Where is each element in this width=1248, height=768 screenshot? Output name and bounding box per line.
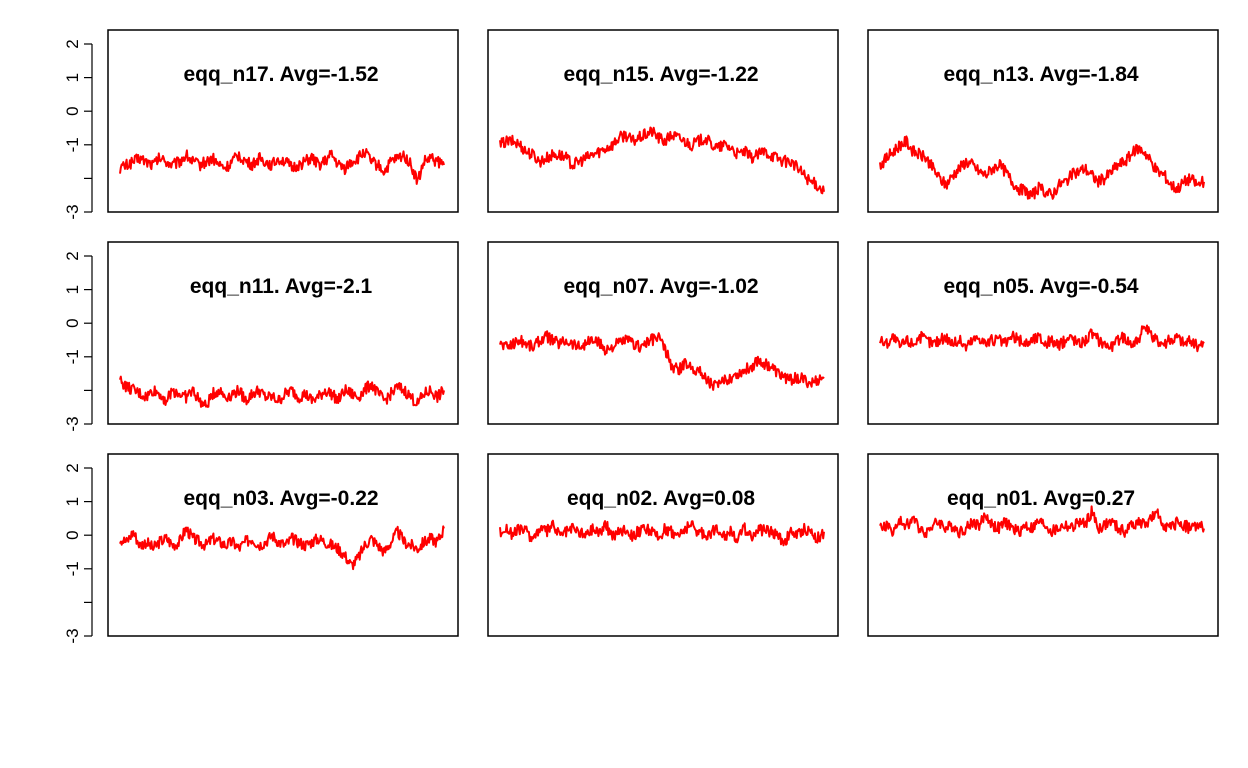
panel-frame xyxy=(487,29,839,213)
series-line xyxy=(499,330,825,391)
panel-title: eqq_n02. Avg=0.08 xyxy=(567,487,755,510)
y-tick-label: 1 xyxy=(63,497,82,506)
series-line xyxy=(119,525,445,571)
y-tick-label: 1 xyxy=(63,73,82,82)
y-tick-label: 2 xyxy=(63,251,82,260)
series-line xyxy=(879,324,1205,353)
panel-frame xyxy=(867,29,1219,213)
y-tick-label: 2 xyxy=(63,463,82,472)
panel-frame xyxy=(107,453,459,637)
series-line xyxy=(879,505,1205,539)
y-tick-label: 1 xyxy=(63,285,82,294)
series-line xyxy=(499,519,825,547)
panel-frame xyxy=(487,453,839,637)
series-line xyxy=(119,375,445,408)
panel-frame xyxy=(867,453,1219,637)
panel-title: eqq_n01. Avg=0.27 xyxy=(947,487,1135,510)
y-tick-label: -1 xyxy=(63,561,82,576)
panel-frame xyxy=(107,241,459,425)
panel-title: eqq_n13. Avg=-1.84 xyxy=(943,63,1138,86)
y-tick-label: -3 xyxy=(63,204,82,219)
panel-frame xyxy=(487,241,839,425)
panel-title: eqq_n05. Avg=-0.54 xyxy=(943,275,1138,298)
y-tick-label: -1 xyxy=(63,349,82,364)
y-tick-label: 0 xyxy=(63,106,82,115)
y-tick-label: -3 xyxy=(63,628,82,643)
panel-title: eqq_n17. Avg=-1.52 xyxy=(183,63,378,86)
y-tick-label: 0 xyxy=(63,530,82,539)
panel-title: eqq_n15. Avg=-1.22 xyxy=(563,63,758,86)
series-line xyxy=(119,148,445,185)
panel-title: eqq_n07. Avg=-1.02 xyxy=(563,275,758,298)
series-line xyxy=(499,126,825,195)
panel-title: eqq_n03. Avg=-0.22 xyxy=(183,487,378,510)
panel-title: eqq_n11. Avg=-2.1 xyxy=(190,275,373,298)
series-line xyxy=(879,135,1205,200)
panel-frame xyxy=(867,241,1219,425)
y-tick-label: -1 xyxy=(63,137,82,152)
y-tick-label: 2 xyxy=(63,39,82,48)
y-tick-label: -3 xyxy=(63,416,82,431)
panel-frame xyxy=(107,29,459,213)
y-tick-label: 0 xyxy=(63,318,82,327)
